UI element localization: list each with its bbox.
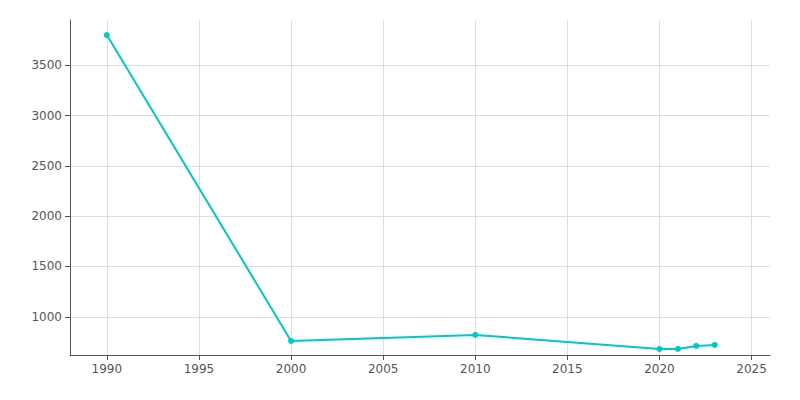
svg-text:2025: 2025 [736,362,767,376]
svg-text:2010: 2010 [460,362,491,376]
svg-text:2005: 2005 [368,362,399,376]
svg-text:1500: 1500 [31,259,62,273]
svg-text:2020: 2020 [644,362,675,376]
svg-text:1000: 1000 [31,310,62,324]
svg-text:2000: 2000 [31,209,62,223]
svg-text:1995: 1995 [184,362,215,376]
svg-text:3000: 3000 [31,109,62,123]
svg-text:3500: 3500 [31,58,62,72]
svg-text:2000: 2000 [276,362,307,376]
svg-text:2015: 2015 [552,362,583,376]
svg-text:1990: 1990 [92,362,123,376]
svg-text:2500: 2500 [31,159,62,173]
